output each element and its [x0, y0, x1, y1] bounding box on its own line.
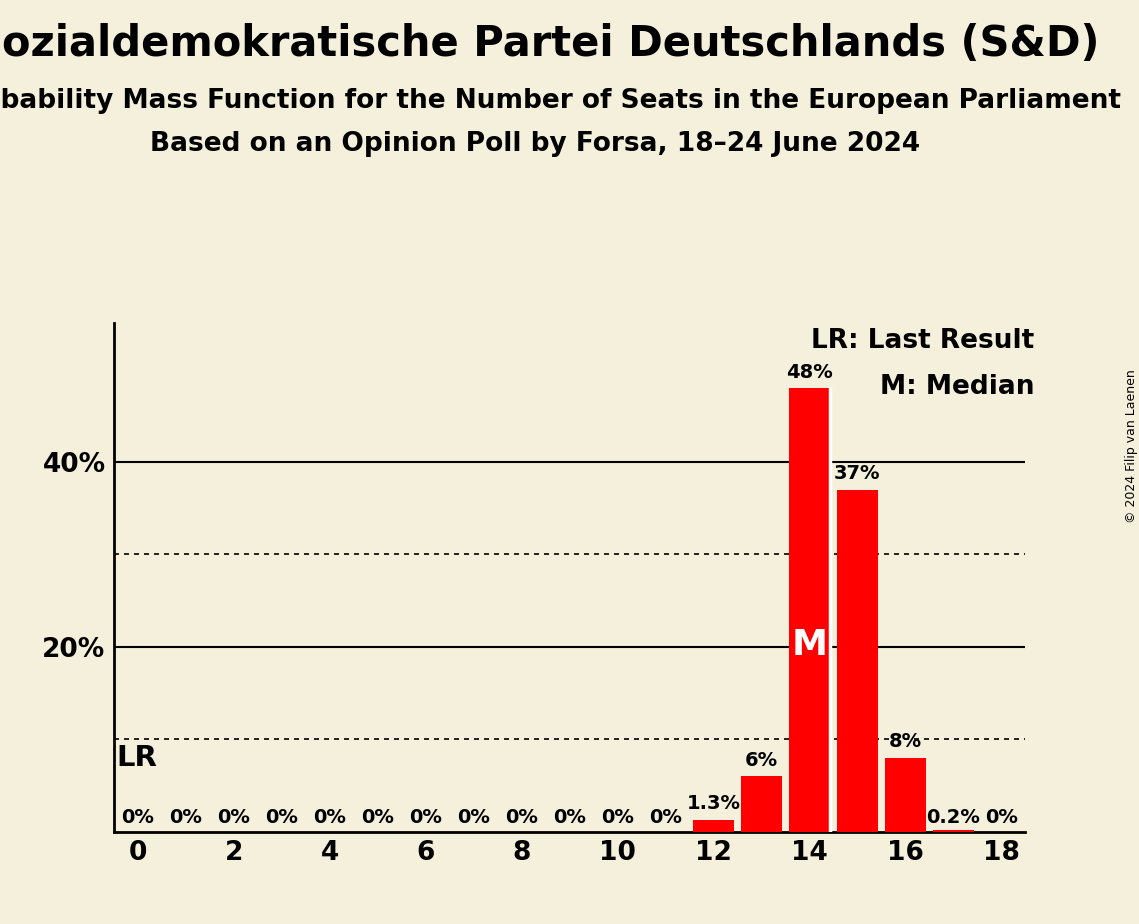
Text: Sozialdemokratische Partei Deutschlands (S&D): Sozialdemokratische Partei Deutschlands …	[0, 23, 1099, 65]
Text: M: M	[792, 628, 827, 663]
Bar	[933, 830, 974, 832]
Text: 37%: 37%	[834, 464, 880, 483]
Text: 0%: 0%	[649, 808, 682, 827]
Text: Probability Mass Function for the Number of Seats in the European Parliament: Probability Mass Function for the Number…	[0, 88, 1121, 114]
Text: 0%: 0%	[313, 808, 346, 827]
Text: 0.2%: 0.2%	[926, 808, 980, 827]
Bar	[837, 490, 878, 832]
Text: 0%: 0%	[505, 808, 538, 827]
Text: 0%: 0%	[554, 808, 585, 827]
Bar	[693, 820, 734, 832]
Text: 8%: 8%	[888, 732, 921, 751]
Text: 0%: 0%	[601, 808, 634, 827]
Text: © 2024 Filip van Laenen: © 2024 Filip van Laenen	[1124, 370, 1138, 523]
Text: 0%: 0%	[361, 808, 394, 827]
Text: 0%: 0%	[409, 808, 442, 827]
Text: 0%: 0%	[457, 808, 490, 827]
Text: LR: LR	[116, 744, 157, 772]
Bar	[885, 758, 926, 832]
Text: 0%: 0%	[170, 808, 203, 827]
Text: Based on an Opinion Poll by Forsa, 18–24 June 2024: Based on an Opinion Poll by Forsa, 18–24…	[150, 131, 920, 157]
Bar	[741, 776, 781, 832]
Text: 1.3%: 1.3%	[687, 794, 740, 813]
Text: 0%: 0%	[985, 808, 1017, 827]
Text: LR: Last Result
M: Median: LR: Last Result M: Median	[811, 328, 1034, 400]
Text: 0%: 0%	[265, 808, 298, 827]
Text: 6%: 6%	[745, 750, 778, 770]
Text: 0%: 0%	[122, 808, 154, 827]
Bar	[789, 388, 829, 832]
Text: 48%: 48%	[786, 362, 833, 382]
Text: 0%: 0%	[218, 808, 251, 827]
